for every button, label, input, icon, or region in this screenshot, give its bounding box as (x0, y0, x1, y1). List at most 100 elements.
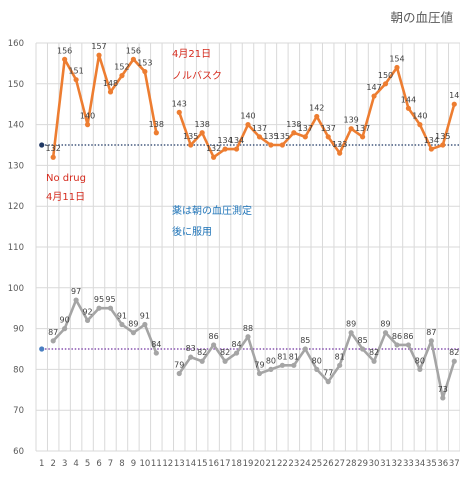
y-tick-label: 100 (8, 284, 24, 294)
x-tick-label: 21 (266, 459, 277, 469)
data-point (153, 130, 159, 136)
data-point (291, 130, 297, 136)
y-tick-label: 60 (13, 447, 24, 457)
data-label: 14 (449, 91, 459, 100)
data-label: 80 (266, 356, 276, 365)
y-tick-label: 130 (8, 161, 24, 171)
data-label: 86 (403, 332, 413, 341)
x-tick-label: 6 (96, 459, 101, 469)
data-point (348, 330, 354, 336)
data-point (50, 154, 56, 160)
reference-marker (39, 142, 45, 148)
data-label: 150 (378, 71, 393, 80)
x-tick-label: 19 (243, 459, 254, 469)
data-label: 79 (174, 360, 184, 369)
data-point (359, 134, 366, 140)
data-point (73, 77, 79, 83)
data-label: 81 (289, 352, 299, 361)
y-axis: 60 70 80 90 100 110 120 130 140 150 160 (8, 39, 24, 457)
data-label: 92 (82, 307, 92, 316)
data-point (245, 122, 251, 128)
data-point (291, 362, 297, 368)
gridlines (35, 42, 460, 452)
data-label: 135 (275, 132, 290, 141)
data-label: 157 (91, 42, 106, 51)
x-tick-label: 12 (162, 459, 173, 469)
data-point (84, 317, 91, 324)
data-label: 91 (140, 312, 150, 321)
data-label: 135 (263, 132, 278, 141)
data-label: 89 (128, 320, 138, 329)
data-point (188, 354, 194, 360)
data-point (440, 395, 446, 401)
data-label: 137 (355, 124, 370, 133)
data-point (96, 52, 102, 58)
x-tick-label: 1 (39, 459, 44, 469)
data-point (84, 122, 91, 128)
x-tick-label: 22 (277, 459, 288, 469)
data-label: 73 (438, 385, 448, 394)
chart-title: 朝の血圧値 (390, 10, 453, 25)
data-point (302, 134, 308, 140)
data-point (382, 81, 389, 87)
y-tick-label: 90 (13, 325, 24, 335)
data-label: 137 (252, 124, 267, 133)
x-tick-label: 24 (300, 459, 311, 469)
data-label: 89 (346, 320, 356, 329)
x-tick-label: 31 (380, 459, 391, 469)
data-label: 91 (117, 312, 127, 321)
data-point (428, 338, 434, 344)
data-label: 95 (105, 295, 115, 304)
data-point (119, 321, 125, 328)
data-label: 82 (369, 348, 379, 357)
data-label: 137 (321, 124, 336, 133)
data-label: 134 (229, 136, 244, 145)
data-point (394, 342, 400, 348)
data-label: 148 (103, 79, 118, 88)
data-point (325, 379, 331, 385)
x-tick-label: 15 (197, 459, 208, 469)
data-label: 147 (366, 83, 381, 92)
data-label: 85 (358, 336, 368, 345)
x-tick-label: 18 (231, 459, 242, 469)
data-label: 82 (449, 348, 459, 357)
data-label: 135 (183, 132, 198, 141)
data-point (142, 68, 148, 75)
data-point (394, 64, 400, 71)
x-tick-label: 8 (119, 459, 124, 469)
data-label: 80 (415, 356, 425, 365)
annotation-norvasc: ノルバスク (172, 70, 222, 82)
annotation-dosing-note-2: 後に服用 (172, 225, 212, 238)
x-tick-label: 25 (311, 459, 322, 469)
annotation-dosing-note-1: 薬は朝の血圧測定 (172, 204, 252, 217)
data-point (153, 350, 159, 356)
data-point (142, 321, 148, 328)
data-label: 77 (323, 369, 333, 378)
data-label: 82 (220, 348, 230, 357)
data-point (302, 346, 308, 352)
data-label: 134 (217, 136, 232, 145)
y-tick-label: 150 (8, 80, 24, 90)
x-tick-label: 36 (437, 459, 448, 469)
data-point (222, 358, 228, 364)
data-point (451, 101, 457, 107)
data-point (119, 73, 125, 79)
data-label: 132 (206, 144, 221, 153)
data-point (382, 330, 389, 336)
data-label: 140 (240, 112, 255, 121)
x-tick-label: 7 (108, 459, 113, 469)
data-point (337, 150, 343, 156)
data-label: 134 (424, 136, 439, 145)
data-point (107, 89, 114, 95)
data-point (268, 366, 274, 372)
data-point (176, 109, 182, 115)
series-group (50, 52, 457, 401)
data-point (62, 56, 68, 62)
data-label: 79 (254, 360, 264, 369)
data-label: 81 (335, 352, 345, 361)
data-label: 152 (114, 63, 129, 72)
x-tick-label: 33 (403, 459, 414, 469)
data-point (268, 142, 274, 148)
data-label: 132 (46, 144, 61, 153)
data-point (371, 358, 377, 364)
